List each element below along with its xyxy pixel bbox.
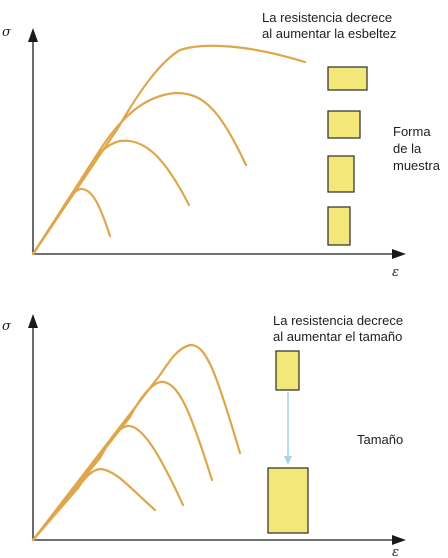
top-annotation-line1: La resistencia decrece [262,10,392,25]
bottom-sample-small [275,350,300,391]
top-x-axis-symbol: ε [392,265,399,280]
bottom-curve-smallest [31,343,242,542]
top-sample-shape-2 [327,110,361,139]
top-y-axis-arrowhead [28,28,38,42]
top-curve-slender [31,91,248,256]
bottom-y-axis-symbol: σ [2,319,12,334]
top-y-axis-symbol: σ [2,25,12,40]
top-curve-stockiest [31,187,112,256]
bottom-side-label: Tamaño [357,432,403,447]
size-arrow-head [284,456,292,465]
bottom-sample-large [267,467,309,534]
bottom-curve-large [31,424,185,542]
bottom-annotation-line1: La resistencia decrece [273,313,403,328]
top-panel: σ ε La resistencia decrece al aumentar l… [2,10,441,280]
bottom-curve-small [31,380,214,542]
top-sample-shape-3 [327,155,355,193]
bottom-y-axis-arrowhead [28,314,38,328]
top-annotation-line2: al aumentar la esbeltez [262,26,396,41]
bottom-panel: σ ε La resistencia decrece al aumentar e… [2,313,406,558]
top-curve-stocky [31,139,191,256]
top-side-label-line3: muestra [393,158,441,173]
bottom-x-axis-symbol: ε [392,545,399,558]
top-curve-slenderest [31,44,307,256]
bottom-curve-largest [31,467,157,542]
top-x-axis-arrowhead [392,249,406,259]
bottom-x-axis-arrowhead [392,535,406,545]
bottom-annotation-line2: al aumentar el tamaño [273,329,402,344]
top-sample-shape-1 [327,66,368,91]
top-sample-shape-4 [327,206,351,246]
top-side-label-line1: Forma [393,124,431,139]
top-side-label-line2: de la [393,141,422,156]
